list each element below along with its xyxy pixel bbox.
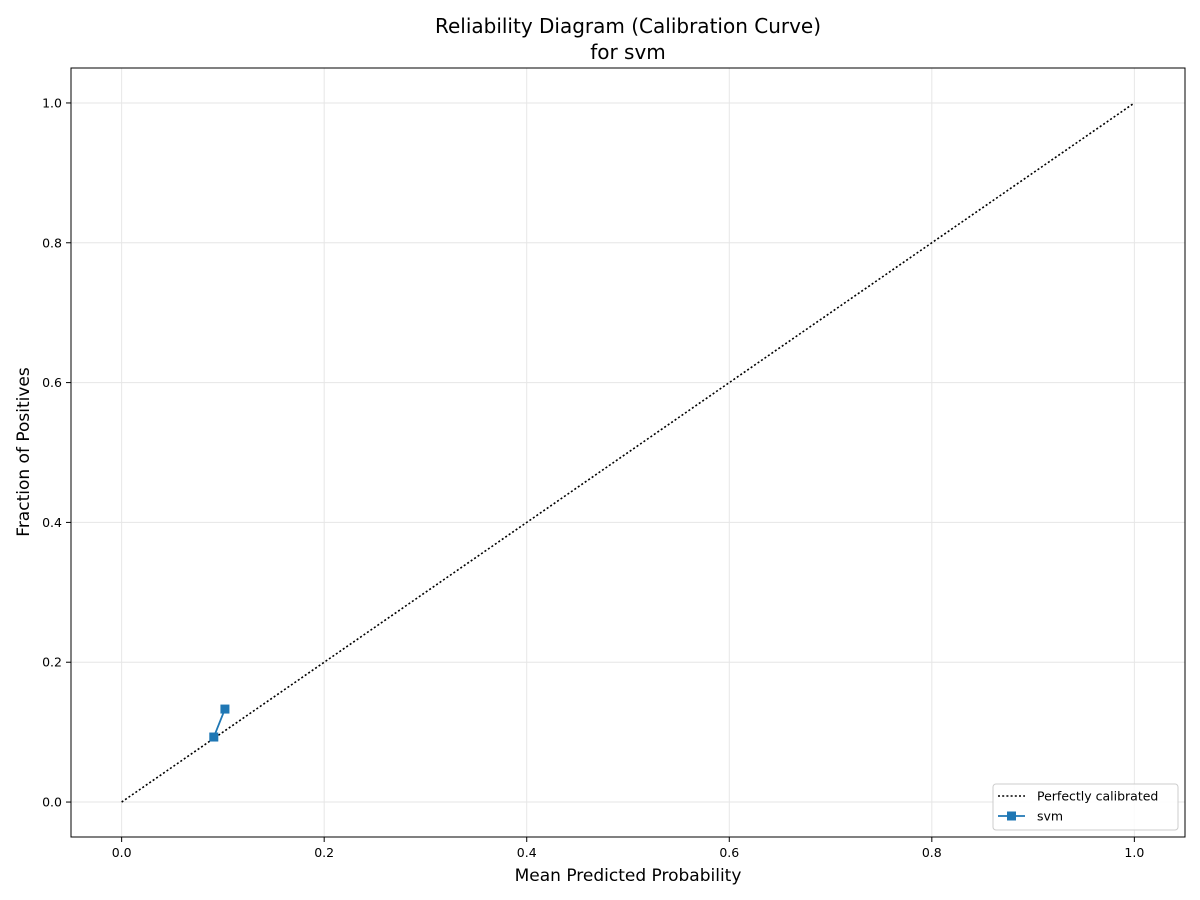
grid [71, 68, 1185, 837]
x-tick-label-4: 0.8 [922, 845, 942, 860]
data-point-svm-1 [220, 704, 230, 714]
data-point-svm-0 [209, 732, 219, 742]
series-line-perfectly-calibrated [121, 102, 1135, 803]
legend-marker-1 [1007, 811, 1016, 821]
x-tick-label-0: 0.0 [112, 845, 132, 860]
y-tick-label-4: 0.8 [42, 235, 62, 250]
x-tick-label-5: 1.0 [1124, 845, 1144, 860]
chart-title: Reliability Diagram (Calibration Curve) [435, 14, 821, 38]
y-tick-label-2: 0.4 [42, 515, 62, 530]
legend-label-1: svm [1037, 809, 1063, 824]
y-tick-label-1: 0.2 [42, 655, 62, 670]
series-line-svm [212, 708, 226, 738]
plot-frame [70, 67, 1186, 838]
y-tick-label-3: 0.6 [42, 375, 62, 390]
series-layer [121, 102, 1135, 803]
x-axis-label: Mean Predicted Probability [515, 866, 742, 886]
legend-label-0: Perfectly calibrated [1037, 789, 1158, 804]
x-tick-label-1: 0.2 [314, 845, 334, 860]
ticks: 0.0 0.2 0.4 0.6 0.8 1.0 0.0 0.2 0.4 0.6 0.8 1.0 [42, 95, 1144, 860]
chart-subtitle: for svm [590, 40, 666, 64]
legend-box [992, 783, 1179, 831]
y-tick-label-0: 0.0 [42, 795, 62, 810]
y-axis-label: Fraction of Positives [14, 367, 34, 537]
legend: Perfectly calibrated svm [992, 783, 1179, 831]
x-tick-label-3: 0.6 [719, 845, 739, 860]
x-tick-label-2: 0.4 [517, 845, 537, 860]
y-tick-label-5: 1.0 [42, 95, 62, 110]
